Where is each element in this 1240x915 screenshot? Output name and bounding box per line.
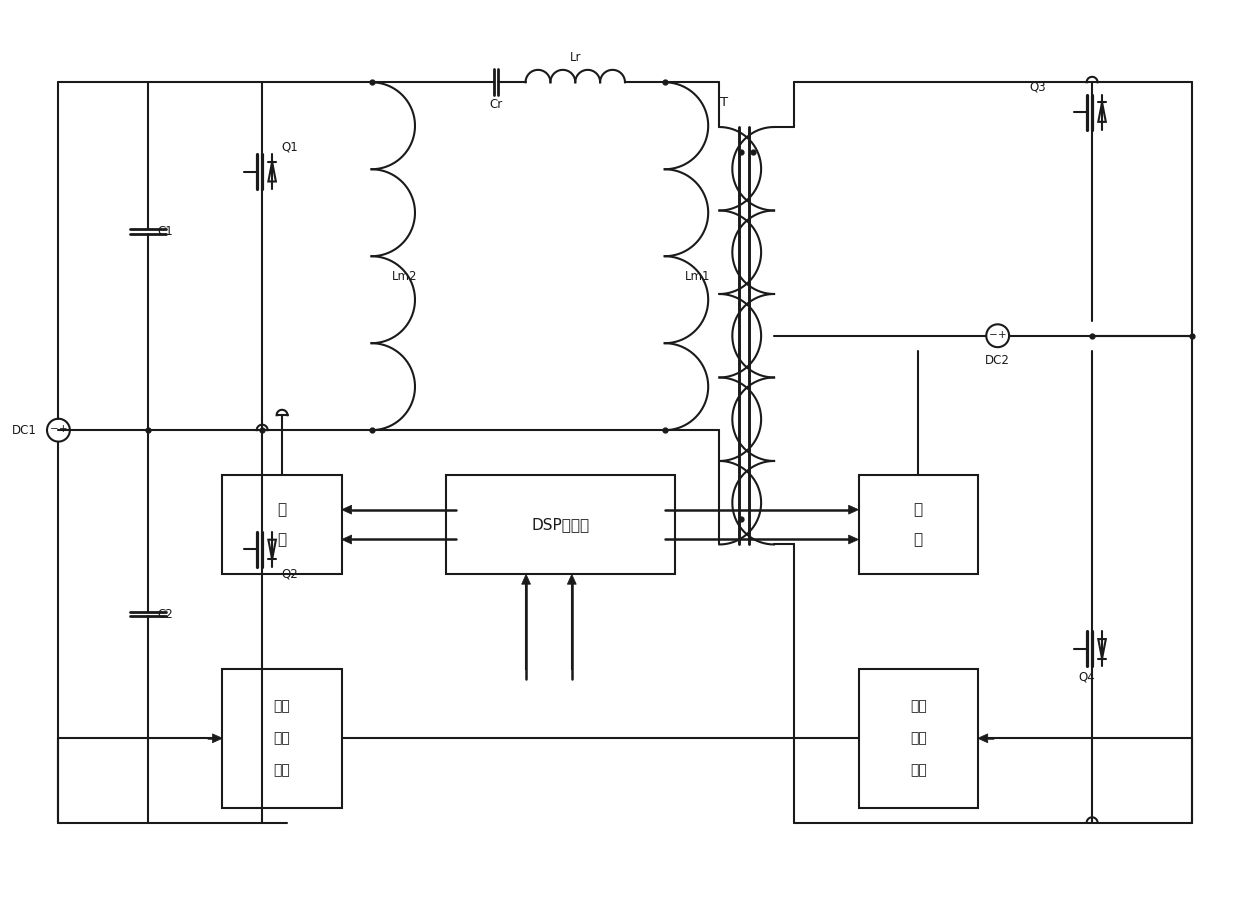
Text: 采样: 采样 bbox=[274, 763, 290, 777]
Text: Q3: Q3 bbox=[1029, 81, 1045, 93]
Text: +: + bbox=[998, 329, 1007, 339]
Text: 电流: 电流 bbox=[274, 731, 290, 746]
Text: 采样: 采样 bbox=[910, 763, 926, 777]
Text: Lm2: Lm2 bbox=[392, 270, 417, 283]
Text: 电压: 电压 bbox=[910, 699, 926, 714]
Text: T: T bbox=[720, 96, 728, 109]
Text: Q4: Q4 bbox=[1079, 670, 1095, 684]
Text: 电压: 电压 bbox=[274, 699, 290, 714]
Text: −: − bbox=[988, 329, 998, 339]
Polygon shape bbox=[978, 734, 988, 743]
Text: Cr: Cr bbox=[489, 98, 502, 111]
Polygon shape bbox=[568, 575, 577, 584]
Polygon shape bbox=[342, 505, 352, 514]
Text: DSP控制器: DSP控制器 bbox=[531, 517, 589, 533]
Text: −: − bbox=[50, 425, 58, 435]
Text: 驱: 驱 bbox=[914, 502, 923, 517]
Polygon shape bbox=[848, 535, 858, 544]
Bar bbox=[222, 669, 342, 808]
Polygon shape bbox=[342, 535, 352, 544]
Text: Lm1: Lm1 bbox=[684, 270, 711, 283]
Polygon shape bbox=[848, 505, 858, 514]
Text: 驱: 驱 bbox=[278, 502, 286, 517]
Text: DC1: DC1 bbox=[11, 424, 36, 436]
Text: 动: 动 bbox=[914, 532, 923, 547]
Text: C1: C1 bbox=[157, 225, 174, 238]
Text: Q2: Q2 bbox=[281, 568, 299, 581]
Polygon shape bbox=[212, 734, 222, 743]
Text: 动: 动 bbox=[278, 532, 286, 547]
Polygon shape bbox=[522, 575, 531, 584]
Bar bbox=[858, 669, 978, 808]
Text: C2: C2 bbox=[157, 608, 174, 620]
Bar bbox=[858, 475, 978, 575]
Bar bbox=[446, 475, 675, 575]
Text: Q1: Q1 bbox=[281, 140, 299, 154]
Bar bbox=[222, 475, 342, 575]
Text: 电流: 电流 bbox=[910, 731, 926, 746]
Text: +: + bbox=[58, 425, 67, 435]
Text: Lr: Lr bbox=[569, 51, 582, 64]
Text: DC2: DC2 bbox=[986, 354, 1011, 367]
